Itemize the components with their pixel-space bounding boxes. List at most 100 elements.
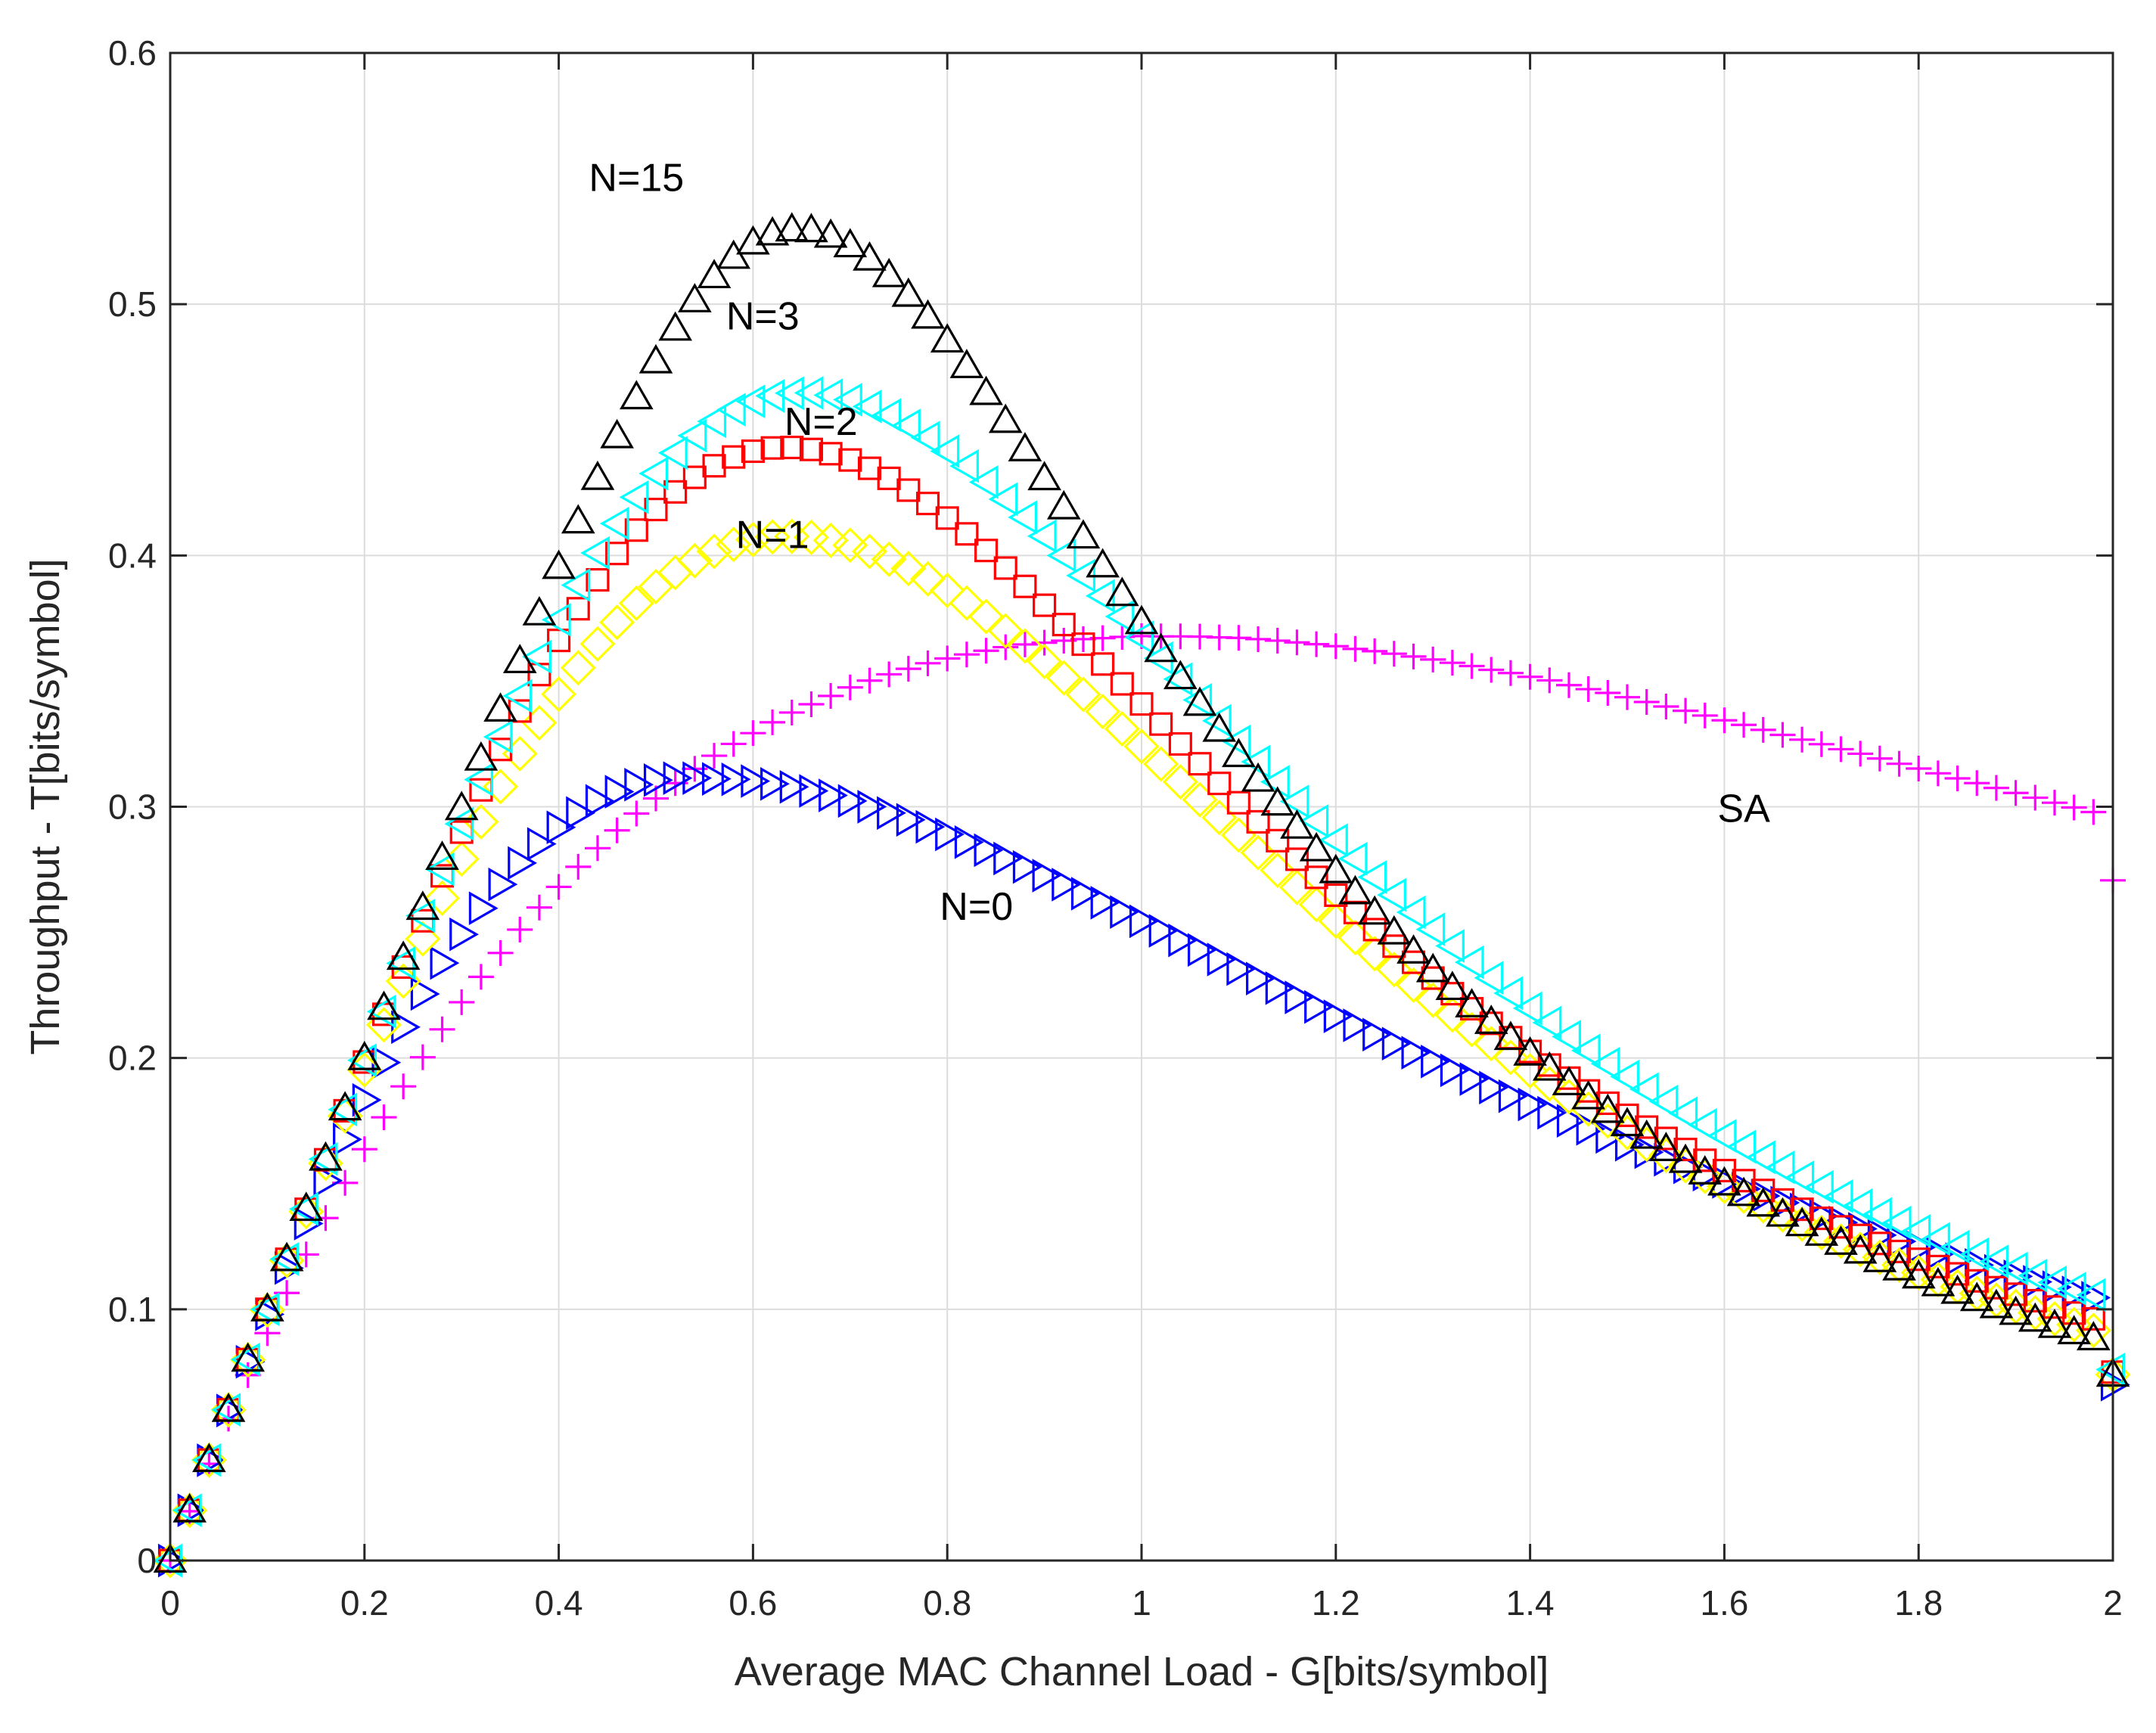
data-point-n0	[663, 761, 693, 795]
data-point-n15	[1066, 519, 1101, 549]
data-point-n0	[430, 946, 460, 980]
data-point-sa	[1906, 756, 1932, 782]
data-point-sa	[778, 699, 805, 725]
data-point-n3	[677, 418, 707, 453]
data-point-n2	[722, 445, 746, 469]
data-point-n15	[1474, 1005, 1508, 1034]
data-point-n1	[929, 572, 965, 609]
data-point-n3	[1008, 500, 1037, 535]
data-point-n15	[309, 1141, 343, 1171]
data-point-n0	[819, 778, 848, 812]
data-point-n3	[1377, 877, 1406, 912]
data-point-sa	[1595, 680, 1621, 707]
data-point-n0	[468, 891, 499, 926]
data-point-n3	[930, 434, 960, 468]
label-n0: N=0	[940, 885, 1013, 929]
data-point-n15	[1357, 895, 1392, 925]
data-point-sa	[1284, 629, 1310, 656]
data-point-n15	[1222, 738, 1256, 768]
data-point-sa	[1439, 650, 1465, 676]
data-point-n15	[891, 277, 926, 307]
data-point-n2	[1595, 1091, 1620, 1115]
data-point-n0	[760, 766, 790, 801]
data-point-n3	[910, 421, 940, 455]
data-point-n2	[1091, 652, 1115, 676]
data-point-n15	[269, 1241, 304, 1272]
data-point-sa	[895, 656, 921, 682]
data-point-n3	[1881, 1205, 1912, 1240]
data-point-n2	[1246, 809, 1270, 834]
data-point-n15	[1105, 576, 1139, 607]
data-point-sa	[371, 1104, 397, 1131]
data-point-n3	[1474, 961, 1504, 995]
data-point-n1	[560, 650, 596, 686]
data-point-n3	[599, 506, 629, 541]
data-point-n15	[1027, 461, 1061, 491]
data-point-sa	[1342, 635, 1368, 662]
data-point-n2	[1362, 918, 1387, 942]
data-point-sa	[1847, 741, 1874, 767]
data-point-n3	[1221, 724, 1251, 759]
data-point-sa	[487, 939, 514, 966]
data-point-sa	[2080, 799, 2107, 825]
data-point-n15	[1338, 874, 1372, 905]
data-point-n3	[716, 393, 746, 427]
data-point-n1	[1337, 920, 1373, 956]
data-point-sa	[409, 1044, 436, 1070]
data-point-n3	[1570, 1033, 1601, 1068]
data-point-n15	[1396, 934, 1431, 964]
data-point-sa	[720, 731, 747, 757]
data-point-n0	[1440, 1053, 1470, 1088]
data-point-n1	[541, 676, 577, 713]
x-tick-label: 0.2	[340, 1583, 389, 1623]
data-point-n15	[620, 380, 654, 410]
data-point-n0	[741, 764, 771, 798]
data-point-n15	[1086, 548, 1120, 578]
data-point-n3	[211, 1393, 241, 1427]
data-point-n2	[799, 437, 823, 461]
data-point-n15	[328, 1091, 362, 1121]
data-point-n2	[1013, 574, 1037, 598]
data-point-sa	[760, 709, 786, 735]
data-point-n15	[2077, 1321, 2111, 1351]
data-point-sa	[934, 645, 961, 672]
data-point-n15	[813, 218, 848, 248]
data-point-n2	[1984, 1275, 2008, 1300]
data-point-sa	[856, 667, 883, 694]
data-point-n3	[191, 1443, 222, 1477]
data-point-n15	[542, 549, 576, 579]
data-point-sa	[1011, 631, 1038, 657]
data-point-n3	[308, 1141, 338, 1176]
data-point-sa	[1711, 707, 1738, 734]
data-point-n0	[1965, 1248, 1994, 1282]
data-point-sa	[915, 650, 941, 676]
data-point-n2	[974, 539, 999, 563]
x-axis-title: Average MAC Channel Load - G[bits/symbol…	[735, 1649, 1549, 1694]
data-point-n2	[819, 442, 843, 466]
data-point-n3	[1687, 1107, 1717, 1142]
data-point-n3	[1319, 823, 1348, 857]
data-point-sa	[1731, 712, 1757, 738]
data-point-n0	[604, 775, 635, 809]
y-tick-label: 0.4	[108, 536, 157, 575]
y-tick-label: 0.6	[108, 33, 157, 73]
series-n3	[153, 376, 2126, 1578]
data-point-n2	[1828, 1215, 1853, 1239]
y-tick-label: 0.1	[108, 1290, 157, 1329]
data-point-sa	[1497, 660, 1524, 686]
data-point-n3	[949, 449, 979, 483]
data-point-n0	[1323, 999, 1353, 1033]
data-point-n15	[231, 1342, 266, 1372]
data-point-n1	[735, 521, 771, 557]
data-point-n2	[877, 466, 901, 490]
data-point-n3	[638, 456, 669, 491]
data-point-n0	[624, 767, 654, 802]
data-point-sa	[953, 641, 980, 668]
data-point-n0	[1285, 980, 1315, 1014]
data-point-n15	[425, 840, 459, 870]
data-point-sa	[1983, 775, 2009, 801]
data-point-n0	[1032, 859, 1062, 893]
data-point-n15	[988, 403, 1023, 433]
data-point-n1	[1434, 997, 1471, 1033]
data-point-n15	[347, 1040, 382, 1070]
